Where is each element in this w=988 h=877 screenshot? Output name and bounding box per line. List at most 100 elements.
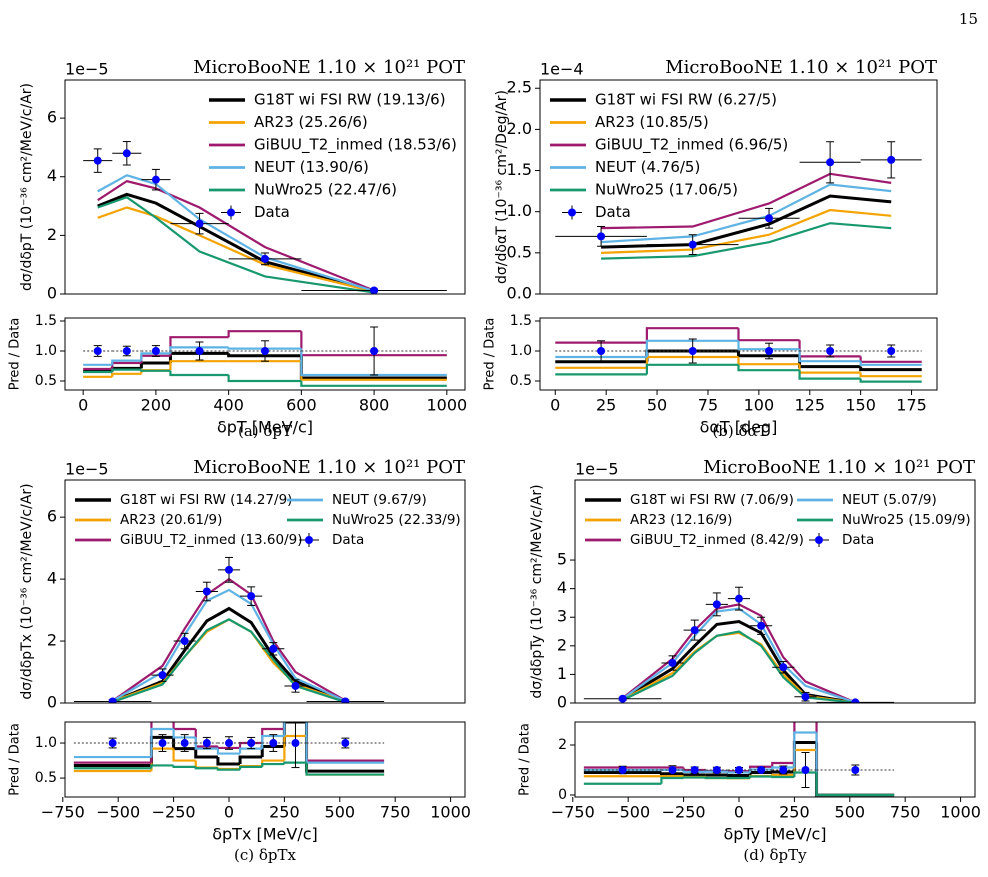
y-tick-label: 1.5 (35, 313, 57, 329)
legend-label: NuWro25 (15.09/9) (842, 512, 971, 528)
ratio-step (770, 770, 795, 774)
legend-swatch (815, 536, 823, 544)
ratio-step (216, 746, 241, 750)
ratio-step (194, 748, 218, 759)
model-line (112, 588, 346, 702)
ratio-step (238, 755, 263, 765)
data-point (757, 766, 766, 774)
x-tick-label: 750 (890, 803, 921, 822)
chart-title: MicroBooNE 1.10 × 10²¹ POT (193, 457, 465, 478)
y-axis-label: dσ/dδpT (10⁻³⁶ cm²/MeV/c/Ar) (19, 83, 35, 291)
ratio-step (682, 776, 706, 779)
data-point (151, 347, 160, 355)
ratio-step (216, 757, 241, 766)
data-point (247, 592, 256, 601)
data-point (151, 175, 160, 184)
x-axis-label: δpT [MeV/c] (217, 418, 313, 437)
ratio-step (645, 339, 739, 357)
ratio-step (859, 378, 922, 383)
y-axis-label: Pred / Data (518, 723, 533, 796)
data-point (779, 663, 788, 672)
y-tick-label: 6 (47, 108, 57, 127)
legend-label: NuWro25 (22.47/6) (254, 181, 397, 199)
ratio-step (216, 748, 241, 755)
x-tick-label: 1000 (426, 396, 467, 415)
data-point (158, 671, 167, 680)
x-tick-label: −750 (551, 803, 595, 822)
ratio-step (261, 734, 285, 749)
y-tick-label: 0.5 (507, 242, 532, 261)
ratio-step (111, 368, 142, 372)
model-line (97, 196, 375, 294)
y-tick-label: 0 (47, 693, 57, 712)
y-tick-label: 1.0 (507, 201, 532, 220)
data-point (765, 347, 774, 355)
y-tick-label: 5 (557, 550, 567, 569)
ratio-step (238, 747, 263, 754)
ratio-step (140, 352, 171, 361)
y-tick-label: 0.0 (507, 284, 532, 303)
plot-area (83, 326, 447, 387)
data-point (202, 587, 211, 596)
legend-label: Data (595, 203, 631, 221)
data-point (370, 347, 379, 355)
caption: (b) δαT (712, 422, 767, 440)
y-tick-label: 1.0 (510, 343, 532, 359)
legend-label: G18T wi FSI RW (19.13/6) (254, 91, 446, 109)
ratio-step (859, 361, 922, 366)
y-tick-label: 2.5 (507, 78, 532, 97)
y-tick-label: 4 (47, 569, 57, 588)
ratio-step (305, 762, 385, 776)
page-number: 15 (959, 10, 978, 28)
ratio-step (150, 747, 174, 772)
ratio-step (815, 772, 895, 797)
data-point (269, 739, 278, 748)
offset-label: 1e−5 (575, 460, 619, 479)
ratio-step (227, 347, 302, 350)
ratio-step (771, 761, 795, 767)
legend-label: NuWro25 (17.06/5) (595, 181, 738, 199)
x-tick-label: −500 (96, 803, 140, 822)
x-tick-label: 250 (779, 803, 810, 822)
x-tick-label: 500 (325, 803, 356, 822)
data-point (597, 347, 606, 355)
ratio-step (172, 765, 196, 768)
ratio-step (150, 764, 174, 769)
axes-frame (64, 317, 466, 391)
x-tick-label: 500 (835, 803, 866, 822)
ratio-step (283, 734, 307, 761)
y-tick-label: 2 (47, 225, 57, 244)
data-point (195, 219, 204, 228)
data-point (688, 240, 697, 249)
ratio-step (140, 369, 171, 372)
ratio-step (748, 775, 773, 778)
axes-frame (574, 479, 976, 704)
y-tick-label: 1.0 (35, 343, 57, 359)
ratio-step (771, 775, 795, 779)
legend-label: GiBUU_T2_inmed (6.96/5) (595, 136, 788, 155)
data-point (93, 347, 102, 355)
legend-label: Data (332, 532, 364, 548)
ratio-step (261, 762, 285, 767)
x-tick-label: 1000 (940, 803, 981, 822)
x-tick-label: 200 (141, 396, 172, 415)
x-axis-label: δpTx [MeV/c] (212, 825, 318, 844)
ratio-step (682, 773, 706, 777)
y-tick-label: 0 (558, 787, 567, 803)
plot-area (583, 586, 895, 703)
y-tick-label: 2 (47, 631, 57, 650)
legend-label: GiBUU_T2_inmed (13.60/9) (120, 532, 303, 548)
data-point (712, 600, 721, 609)
data-point (826, 158, 835, 167)
x-tick-label: 25 (596, 396, 616, 415)
data-point (826, 347, 835, 355)
ratio-step (283, 722, 286, 737)
ratio-step (227, 330, 302, 338)
ratio-step (737, 351, 800, 358)
legend-swatch (227, 208, 235, 217)
ratio-step (150, 727, 174, 758)
ratio-step (737, 364, 800, 372)
x-tick-label: 0 (550, 396, 560, 415)
caption: (c) δpTx (234, 846, 297, 864)
ratio-step (283, 761, 307, 765)
